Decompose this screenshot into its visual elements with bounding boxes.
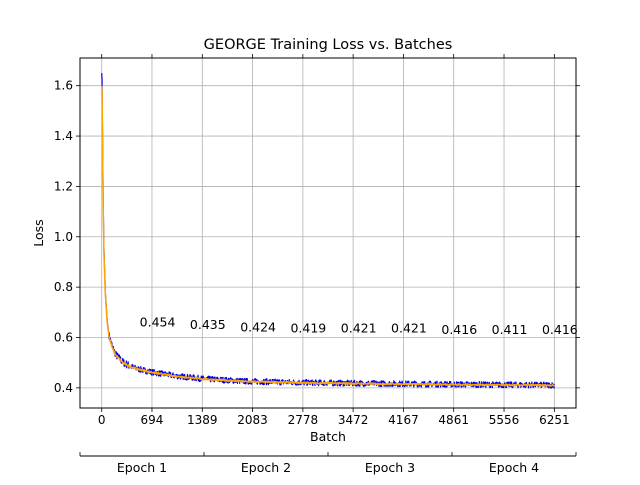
- x-tick-label: 5556: [489, 413, 520, 427]
- x-axis-label: Batch: [310, 429, 346, 444]
- epoch-label: Epoch 4: [489, 460, 539, 475]
- x-tick-label: 0: [98, 413, 106, 427]
- x-tick-label: 2083: [237, 413, 268, 427]
- epoch-loss-annotation: 0.435: [190, 317, 226, 332]
- grid-layer: [80, 58, 576, 408]
- ticks-layer: 0 694 1389 2083 2778 3472 4167 4861 5556 6251 0.4 0…: [54, 54, 580, 427]
- y-tick-label: 0.4: [54, 381, 73, 395]
- epoch-label: Epoch 3: [365, 460, 415, 475]
- y-tick-label: 1.6: [54, 79, 73, 93]
- x-tick-label: 1389: [187, 413, 218, 427]
- annotations-layer: 0.454 0.435 0.424 0.419 0.421 0.421 0.416 0.411…: [140, 314, 578, 337]
- x-tick-label: 4167: [388, 413, 419, 427]
- series-line-2: [100, 85, 556, 387]
- x-tick-label: 6251: [539, 413, 570, 427]
- epoch-axis: Epoch 1 Epoch 2 Epoch 3 Epoch 4: [79, 452, 577, 475]
- epoch-loss-annotation: 0.421: [391, 321, 427, 336]
- epoch-loss-annotation: 0.411: [492, 322, 528, 337]
- epoch-loss-annotation: 0.416: [441, 322, 477, 337]
- epoch-loss-annotation: 0.454: [140, 314, 176, 329]
- series-layer: [100, 73, 556, 389]
- y-tick-label: 1.4: [54, 129, 73, 143]
- epoch-loss-annotation: 0.419: [290, 321, 326, 336]
- y-tick-label: 0.6: [54, 330, 73, 344]
- x-tick-label: 4861: [438, 413, 469, 427]
- epoch-loss-annotation: 0.421: [341, 321, 377, 336]
- epoch-label: Epoch 2: [241, 460, 291, 475]
- epoch-loss-annotation: 0.416: [542, 322, 578, 337]
- epoch-loss-annotation: 0.424: [240, 319, 276, 334]
- series-line-1: [101, 73, 555, 389]
- epoch-label: Epoch 1: [117, 460, 167, 475]
- y-tick-label: 1.2: [54, 179, 73, 193]
- x-tick-label: 694: [141, 413, 164, 427]
- y-tick-label: 1.0: [54, 230, 73, 244]
- x-tick-label: 2778: [288, 413, 319, 427]
- y-axis-label: Loss: [31, 219, 46, 246]
- x-tick-label: 3472: [338, 413, 369, 427]
- chart-title: GEORGE Training Loss vs. Batches: [204, 37, 453, 53]
- plot-frame: [79, 57, 577, 409]
- y-tick-label: 0.8: [54, 280, 73, 294]
